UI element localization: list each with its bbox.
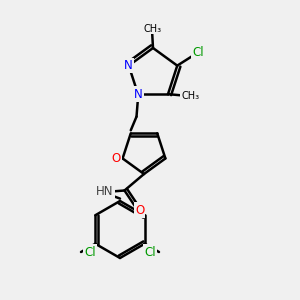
Text: N: N (134, 88, 142, 100)
Text: O: O (135, 203, 144, 217)
Text: O: O (111, 152, 121, 165)
Text: Cl: Cl (84, 245, 96, 259)
Text: N: N (124, 59, 133, 72)
Text: CH₃: CH₃ (182, 91, 200, 100)
Text: Cl: Cl (192, 46, 204, 59)
Text: HN: HN (96, 184, 114, 198)
Text: Cl: Cl (144, 245, 156, 259)
Text: CH₃: CH₃ (143, 23, 161, 34)
